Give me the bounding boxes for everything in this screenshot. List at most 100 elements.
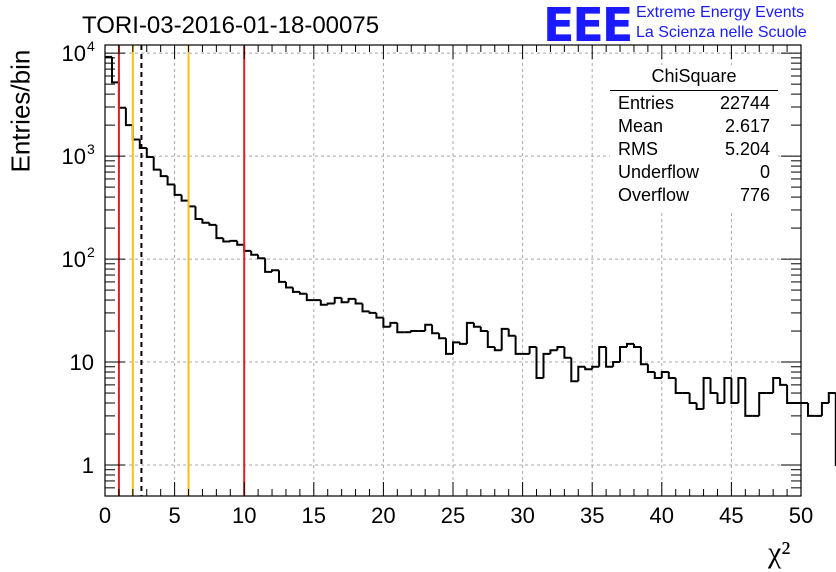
- histogram-bin: [375, 312, 384, 319]
- x-tick-label: 45: [719, 503, 743, 528]
- histogram-bin: [528, 346, 537, 354]
- axis-ticks: [104, 45, 802, 496]
- histogram-bin: [486, 331, 495, 348]
- histogram-bin: [208, 222, 217, 226]
- histogram-bin: [479, 326, 488, 332]
- stats-row-mean: Mean 2.617: [618, 116, 770, 138]
- histogram-bin: [779, 378, 788, 386]
- histogram-bin: [389, 321, 398, 327]
- histogram-bin: [382, 317, 391, 328]
- x-axis-label: χ²: [768, 536, 791, 569]
- stats-header: ChiSquare: [651, 66, 737, 86]
- histogram-bin: [549, 349, 558, 354]
- histogram-bin: [570, 357, 579, 383]
- histogram-bin: [354, 298, 363, 305]
- histogram-bin: [827, 392, 836, 403]
- y-axis-label: Entries/bin: [5, 49, 36, 173]
- histogram-bin: [737, 377, 746, 403]
- histogram-bin: [619, 346, 627, 362]
- histogram-bin: [431, 324, 440, 335]
- histogram-bin: [326, 302, 335, 305]
- x-tick-label: 15: [302, 503, 326, 528]
- histogram-bin: [633, 343, 641, 348]
- histogram-bin: [340, 297, 349, 304]
- histogram-bin: [166, 176, 175, 186]
- histogram-bin: [653, 372, 662, 379]
- stats-value: 2.617: [724, 116, 770, 136]
- y-tick-exponent: 3: [87, 141, 95, 157]
- stats-divider: [610, 90, 778, 91]
- histogram-bin: [709, 378, 718, 394]
- stats-value: 22744: [719, 93, 770, 113]
- y-tick-label: 10: [70, 350, 94, 375]
- histogram-bin: [138, 139, 147, 149]
- histogram-bin: [305, 293, 314, 302]
- chart-title: TORI-03-2016-01-18-00075: [82, 12, 380, 39]
- histogram-bin: [257, 254, 266, 260]
- histogram-bin: [333, 296, 342, 304]
- histogram-bin: [445, 338, 453, 355]
- histogram-bin: [243, 244, 252, 252]
- histogram-bin: [758, 392, 767, 416]
- histogram-bin: [124, 107, 133, 127]
- histogram-bin: [111, 56, 119, 84]
- histogram-bin: [465, 321, 474, 344]
- histogram-bin: [688, 393, 697, 404]
- histogram-bin: [459, 342, 467, 345]
- x-tick-label: 5: [168, 503, 180, 528]
- histogram-bin: [215, 224, 224, 240]
- stats-label: Overflow: [618, 185, 690, 205]
- histogram-bin: [598, 346, 607, 367]
- stats-row-overflow: Overflow 776: [618, 185, 770, 207]
- stats-row-rms: RMS 5.204: [618, 139, 770, 161]
- histogram-bin: [820, 402, 829, 416]
- x-tick-label: 0: [99, 503, 111, 528]
- stats-label: Mean: [618, 116, 664, 136]
- histogram-series: [105, 55, 836, 466]
- histogram-bin: [410, 330, 419, 333]
- histogram-bin: [424, 323, 433, 331]
- histogram-bin: [556, 346, 565, 351]
- histogram-bin: [117, 82, 126, 109]
- logo-line1: Extreme Energy Events: [636, 4, 805, 21]
- stats-box: ChiSquare Entries 22744 Mean 2.617 RMS 5…: [610, 65, 778, 210]
- x-tick-label: 30: [510, 503, 534, 528]
- histogram-bin: [452, 341, 460, 354]
- histogram-bin: [194, 206, 203, 220]
- histogram-bin: [131, 125, 140, 141]
- stats-value: 0: [759, 162, 770, 182]
- histogram-bin: [236, 240, 245, 246]
- histogram-bin: [396, 322, 405, 334]
- stats-label: Underflow: [618, 162, 700, 182]
- histogram-bin: [222, 238, 231, 243]
- y-tick-label: 10: [62, 144, 86, 169]
- histogram-bin: [723, 377, 732, 403]
- histogram-bin: [639, 347, 648, 366]
- histogram-bin: [368, 311, 377, 314]
- stats-value: 5.204: [724, 139, 770, 159]
- histogram-bin: [347, 297, 356, 303]
- y-tick-label: 10: [62, 41, 86, 66]
- histogram-bin: [542, 352, 551, 378]
- histogram-bin: [695, 403, 704, 410]
- histogram-bin: [626, 342, 634, 347]
- histogram-bin: [152, 157, 161, 171]
- histogram-bin: [180, 194, 189, 202]
- x-tick-label: 50: [789, 503, 813, 528]
- histogram-bin: [145, 148, 154, 158]
- histogram-bin: [319, 300, 328, 306]
- histogram-bin: [201, 219, 210, 224]
- histogram-bin: [291, 287, 300, 293]
- histogram-bin: [807, 403, 815, 417]
- histogram-bin: [229, 239, 238, 242]
- stats-row-underflow: Underflow 0: [618, 162, 770, 184]
- y-tick-exponent: 2: [87, 244, 95, 260]
- histogram-bin: [702, 377, 711, 409]
- x-tick-label: 40: [650, 503, 674, 528]
- histogram-bin: [159, 169, 168, 178]
- histogram-bin: [584, 366, 593, 371]
- histogram-bin: [173, 184, 182, 196]
- histogram-bin: [500, 327, 509, 351]
